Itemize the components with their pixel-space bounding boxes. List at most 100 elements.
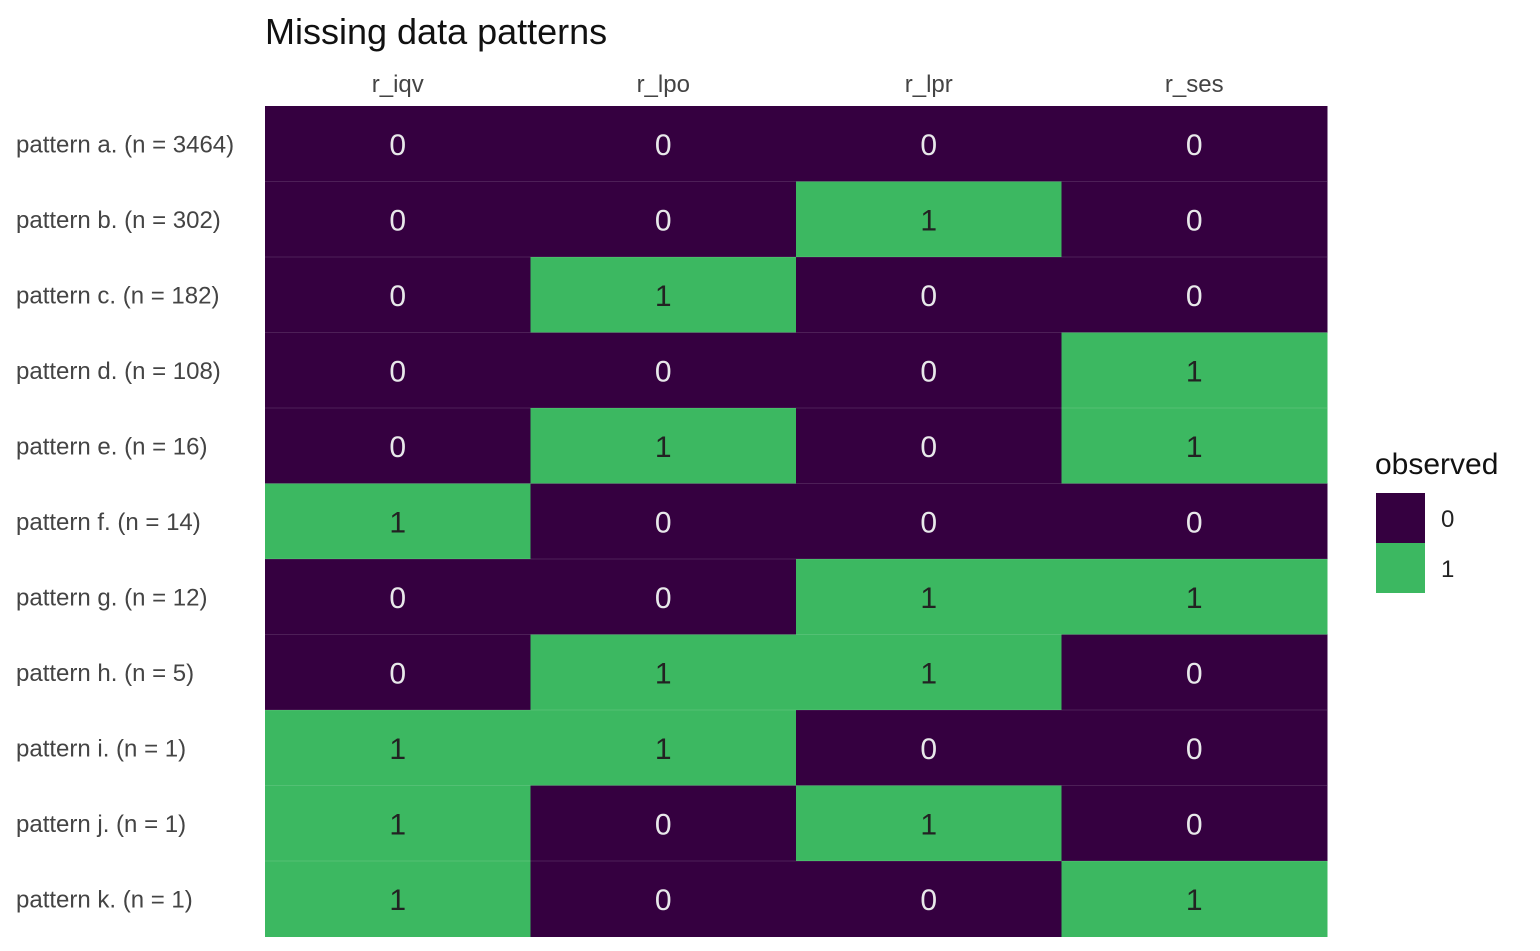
cell-value-label: 0 [655,204,672,237]
cell-value-label: 0 [389,355,406,388]
heatmap-cell [796,483,1062,560]
heatmap-cell [1061,861,1328,937]
row-label: pattern a. (n = 3464) [16,131,234,158]
heatmap-cell [1061,408,1328,484]
cell-value-label: 1 [1186,355,1203,388]
cell-value-label: 1 [389,808,406,841]
cell-value-label: 0 [655,506,672,539]
cell-value-label: 0 [1186,129,1203,162]
cell-value-label: 0 [1186,808,1203,841]
cell-value-label: 1 [389,506,406,539]
cell-value-label: 0 [920,431,937,464]
cell-value-label: 0 [1186,280,1203,313]
cell-value-label: 0 [920,129,937,162]
cell-value-label: 0 [655,355,672,388]
cell-value-label: 0 [655,808,672,841]
row-label: pattern e. (n = 16) [16,433,207,460]
heatmap-cell [265,634,531,711]
row-label: pattern k. (n = 1) [16,886,193,913]
legend-swatch-1 [1376,543,1425,593]
cell-value-label: 1 [920,204,937,237]
heatmap-cell [530,559,797,635]
column-label-r-lpr: r_lpr [905,71,953,98]
heatmap-cell [265,559,531,635]
cell-value-label: 0 [389,280,406,313]
row-label: pattern h. (n = 5) [16,660,194,687]
cell-value-label: 1 [1186,431,1203,464]
cell-value-label: 0 [1186,657,1203,690]
row-labels: pattern a. (n = 3464) pattern b. (n = 302… [16,131,234,913]
cell-value-label: 0 [920,355,937,388]
heatmap-cell [796,332,1062,409]
heatmap-cell [265,861,531,937]
heatmap-cell [530,257,797,333]
heatmap-cell [1061,257,1328,333]
column-labels: r_iqv r_lpo r_lpr r_ses [372,71,1224,98]
cell-value-label: 0 [920,506,937,539]
heatmap-cell [530,634,797,711]
row-label: pattern c. (n = 182) [16,282,219,309]
row-label: pattern i. (n = 1) [16,735,186,762]
legend-swatch-0 [1376,493,1425,543]
heatmap-cell [1061,483,1328,560]
row-label: pattern d. (n = 108) [16,358,221,385]
heatmap-cell [796,710,1062,786]
legend-label-0: 0 [1441,506,1454,533]
heatmap-cell [265,106,531,182]
heatmap-cell [1061,710,1328,786]
cell-value-label: 1 [1186,582,1203,615]
heatmap-cell [265,181,531,258]
column-label-r-iqv: r_iqv [372,71,424,98]
heatmap-cell [796,181,1062,258]
cell-value-label: 1 [920,582,937,615]
legend-items: 01 [1376,493,1454,593]
cell-value-label: 0 [1186,733,1203,766]
heatmap-cell [1061,332,1328,409]
heatmap-cell [1061,559,1328,635]
cell-value-label: 1 [389,884,406,917]
column-label-r-lpo: r_lpo [637,71,690,98]
heatmap-cell [1061,181,1328,258]
cell-value-label: 0 [389,129,406,162]
chart-title: Missing data patterns [265,11,607,52]
heatmap-cells: 0 0 0 0 0 0 1 0 0 1 0 0 0 0 0 1 0 1 0 1 1 0 0 0 0 0 1 1 0 1 1 0 1 1 0 0 1 0 1 0… [265,106,1328,937]
cell-value-label: 1 [655,657,672,690]
heatmap-cell [796,408,1062,484]
cell-value-label: 0 [389,582,406,615]
heatmap-cell [796,634,1062,711]
heatmap-cell [530,710,797,786]
heatmap-cell [265,408,531,484]
cell-value-label: 1 [655,431,672,464]
cell-value-label: 1 [920,808,937,841]
heatmap-cell [265,785,531,862]
heatmap-cell [265,483,531,560]
row-label: pattern j. (n = 1) [16,811,186,838]
cell-value-label: 1 [655,733,672,766]
heatmap-cell [1061,785,1328,862]
heatmap-cell [796,106,1062,182]
heatmap-cell [796,559,1062,635]
heatmap-cell [265,332,531,409]
cell-value-label: 0 [655,129,672,162]
column-label-r-ses: r_ses [1165,71,1224,98]
cell-value-label: 0 [1186,506,1203,539]
cell-value-label: 1 [920,657,937,690]
heatmap-cell [530,785,797,862]
row-label: pattern f. (n = 14) [16,509,201,536]
heatmap-cell [796,785,1062,862]
cell-value-label: 0 [389,204,406,237]
heatmap-cell [530,408,797,484]
cell-value-label: 1 [389,733,406,766]
heatmap-cell [530,483,797,560]
legend: observed 01 [1375,448,1498,593]
heatmap-cell [1061,634,1328,711]
row-label: pattern g. (n = 12) [16,584,207,611]
cell-value-label: 0 [920,884,937,917]
heatmap-cell [1061,106,1328,182]
cell-value-label: 0 [920,733,937,766]
legend-label-1: 1 [1441,556,1454,583]
row-label: pattern b. (n = 302) [16,207,221,234]
cell-value-label: 0 [655,884,672,917]
cell-value-label: 0 [920,280,937,313]
